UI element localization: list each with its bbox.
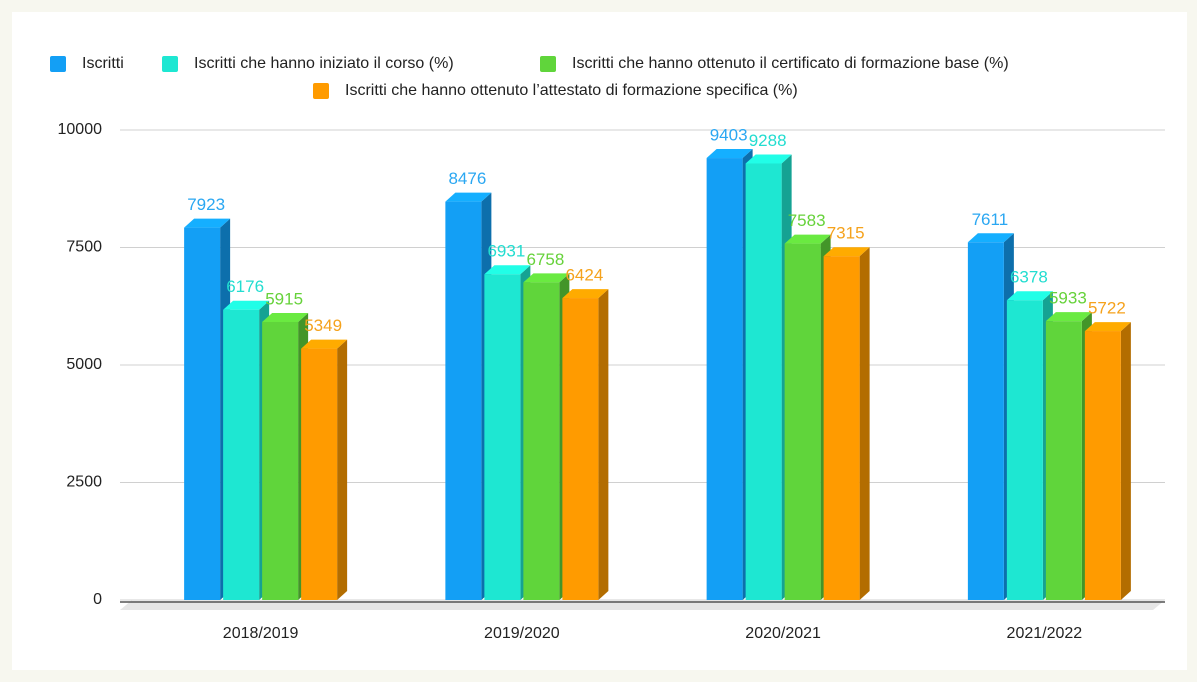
legend-swatch bbox=[50, 56, 66, 72]
value-label: 6424 bbox=[565, 266, 603, 285]
value-label: 5915 bbox=[265, 289, 303, 308]
bar bbox=[1045, 321, 1082, 600]
bar bbox=[823, 256, 860, 600]
x-tick-label: 2019/2020 bbox=[484, 625, 560, 642]
bar-top bbox=[1006, 291, 1053, 301]
value-label: 6378 bbox=[1010, 268, 1048, 287]
value-label: 6931 bbox=[487, 242, 525, 261]
bar bbox=[562, 298, 599, 600]
bar-top bbox=[745, 154, 792, 164]
value-label: 9403 bbox=[710, 126, 748, 145]
legend-swatch bbox=[313, 83, 329, 99]
bar bbox=[223, 309, 260, 600]
bar-top bbox=[706, 149, 753, 159]
bar-top bbox=[562, 289, 609, 299]
bar bbox=[301, 348, 338, 600]
bar-top bbox=[484, 265, 531, 275]
value-label: 5349 bbox=[304, 316, 342, 335]
value-label: 7583 bbox=[788, 211, 826, 230]
bar bbox=[1084, 331, 1121, 600]
bar bbox=[1006, 300, 1043, 600]
y-tick-label: 5000 bbox=[66, 356, 102, 373]
value-label: 8476 bbox=[448, 169, 486, 188]
value-label: 7923 bbox=[187, 195, 225, 214]
bar-top bbox=[823, 247, 870, 257]
bar-top bbox=[184, 218, 231, 228]
bar-side bbox=[1120, 322, 1131, 600]
bar-top bbox=[262, 312, 309, 322]
y-tick-label: 7500 bbox=[66, 239, 102, 256]
bar bbox=[523, 282, 560, 600]
bar bbox=[784, 243, 821, 600]
bar-top bbox=[967, 233, 1014, 243]
y-tick-label: 10000 bbox=[58, 121, 103, 138]
bar-top bbox=[784, 234, 831, 244]
value-label: 7315 bbox=[827, 224, 865, 243]
x-tick-label: 2020/2021 bbox=[745, 625, 821, 642]
legend-label: Iscritti che hanno ottenuto il certifica… bbox=[572, 55, 1009, 72]
value-label: 6758 bbox=[526, 250, 564, 269]
y-tick-label: 0 bbox=[93, 591, 102, 608]
bar-top bbox=[223, 300, 270, 310]
bar-top bbox=[1045, 312, 1092, 322]
bar bbox=[484, 274, 521, 600]
bar-top bbox=[301, 339, 348, 349]
legend-swatch bbox=[162, 56, 178, 72]
bar-side bbox=[598, 289, 609, 600]
bar bbox=[184, 227, 221, 600]
bar-top bbox=[1084, 322, 1131, 332]
legend-label: Iscritti che hanno iniziato il corso (%) bbox=[194, 55, 454, 72]
value-label: 7611 bbox=[972, 210, 1009, 229]
value-label: 5933 bbox=[1049, 289, 1087, 308]
legend-label: Iscritti bbox=[82, 55, 124, 72]
bar bbox=[706, 158, 743, 600]
value-label: 6176 bbox=[226, 277, 264, 296]
value-label: 9288 bbox=[749, 131, 787, 150]
bar bbox=[745, 163, 782, 601]
bar bbox=[262, 321, 299, 600]
bar-top bbox=[445, 192, 492, 202]
bar-top bbox=[523, 273, 570, 283]
x-tick-label: 2018/2019 bbox=[223, 625, 299, 642]
legend-label: Iscritti che hanno ottenuto l’attestato … bbox=[345, 82, 798, 99]
value-label: 5722 bbox=[1088, 299, 1126, 318]
legend-swatch bbox=[540, 56, 556, 72]
bar-side bbox=[337, 339, 348, 600]
bar bbox=[445, 201, 482, 601]
bar bbox=[967, 242, 1004, 600]
x-tick-label: 2021/2022 bbox=[1007, 625, 1083, 642]
y-tick-label: 2500 bbox=[66, 474, 102, 491]
bar-side bbox=[859, 247, 870, 600]
